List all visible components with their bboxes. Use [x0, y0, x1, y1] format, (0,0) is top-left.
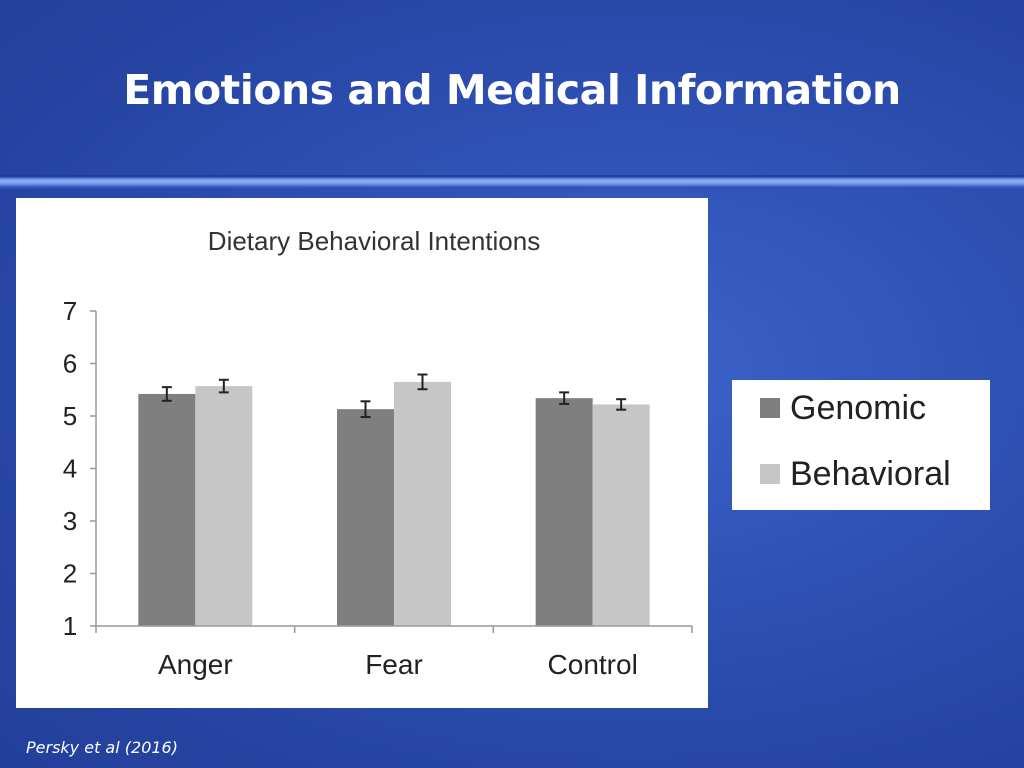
axes-layer: Anger Fear Control 1 2 3 4 5 6 7 — [63, 296, 693, 680]
title-divider — [0, 175, 1024, 189]
legend-swatch-behavioral — [760, 464, 780, 484]
bar-genomic-control — [535, 398, 593, 626]
y-tick-label-2: 2 — [63, 559, 77, 589]
y-tick-label-6: 6 — [63, 349, 77, 379]
legend-label-genomic: Genomic — [790, 388, 927, 427]
chart-legend: Genomic Behavioral — [732, 380, 990, 510]
bars-layer — [138, 381, 650, 626]
x-tick-label-anger: Anger — [158, 649, 233, 680]
y-tick-label-5: 5 — [63, 401, 77, 431]
legend-item-genomic: Genomic — [760, 388, 926, 428]
error-bar-genomic-control — [559, 391, 570, 405]
error-bars-layer — [161, 373, 627, 419]
error-bar-behavioral-anger — [218, 378, 229, 394]
bar-genomic-anger — [138, 393, 196, 626]
x-tick-label-control: Control — [548, 649, 638, 680]
error-bar-genomic-anger — [161, 386, 172, 402]
chart-panel: Dietary Behavioral Intentions Anger Fear C… — [16, 198, 708, 708]
citation: Persky et al (2016) — [26, 738, 178, 757]
legend-swatch-genomic — [760, 398, 780, 418]
error-bar-genomic-fear — [360, 400, 371, 419]
x-tick-label-fear: Fear — [365, 649, 423, 680]
bar-chart: Dietary Behavioral Intentions Anger Fear C… — [63, 226, 693, 680]
slide-title: Emotions and Medical Information — [123, 66, 901, 114]
legend-label-behavioral: Behavioral — [790, 454, 951, 493]
y-tick-label-3: 3 — [63, 506, 77, 536]
bar-genomic-fear — [337, 409, 394, 626]
error-bar-behavioral-control — [616, 398, 627, 411]
legend-item-behavioral: Behavioral — [760, 454, 951, 494]
y-tick-label-1: 1 — [63, 611, 77, 641]
bar-behavioral-anger — [195, 386, 253, 626]
error-bar-behavioral-fear — [417, 373, 428, 391]
y-tick-label-7: 7 — [63, 296, 77, 326]
y-tick-label-4: 4 — [63, 454, 77, 484]
bar-behavioral-fear — [394, 381, 451, 626]
chart-title: Dietary Behavioral Intentions — [208, 226, 540, 256]
bar-behavioral-control — [592, 404, 650, 626]
